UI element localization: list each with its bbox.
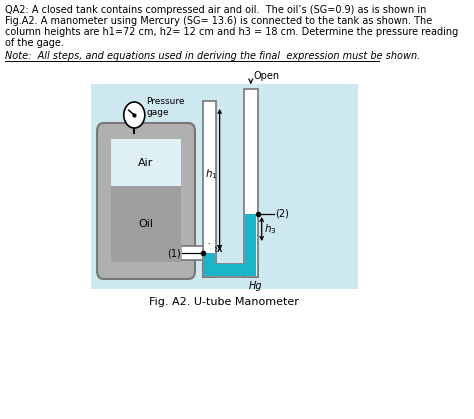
Bar — [245, 91, 256, 214]
Text: Fig.A2. A manometer using Mercury (SG= 13.6) is connected to the tank as shown. : Fig.A2. A manometer using Mercury (SG= 1… — [5, 16, 432, 26]
Text: column heights are h1=72 cm, h2= 12 cm and h3 = 18 cm. Determine the pressure re: column heights are h1=72 cm, h2= 12 cm a… — [5, 27, 458, 37]
Bar — [244, 89, 258, 277]
Bar — [245, 214, 256, 276]
FancyBboxPatch shape — [97, 123, 195, 279]
Bar — [204, 244, 215, 264]
Bar — [203, 264, 258, 277]
Circle shape — [124, 102, 145, 128]
Text: QA2: A closed tank contains compressed air and oil.  The oil’s (SG=0.9) as is sh: QA2: A closed tank contains compressed a… — [5, 5, 426, 15]
Text: $h_2$: $h_2$ — [206, 242, 218, 256]
Text: $h_1$: $h_1$ — [205, 168, 218, 181]
Text: Pressure
gage: Pressure gage — [146, 97, 185, 117]
Text: Air: Air — [138, 158, 154, 168]
Text: $h_3$: $h_3$ — [264, 222, 277, 236]
Bar — [111, 139, 181, 186]
Text: of the gage.: of the gage. — [5, 38, 64, 48]
Bar — [111, 186, 181, 262]
Text: Note:  All steps, and equations used in deriving the final  expression must be s: Note: All steps, and equations used in d… — [5, 51, 420, 61]
Bar — [182, 246, 210, 260]
Text: (2): (2) — [275, 209, 289, 219]
Bar — [91, 84, 357, 289]
Text: Open: Open — [253, 71, 279, 81]
Bar — [203, 101, 217, 277]
Text: Hg: Hg — [249, 281, 263, 291]
Bar — [204, 264, 256, 276]
Text: (1): (1) — [167, 248, 181, 258]
Text: Fig. A2. U-tube Manometer: Fig. A2. U-tube Manometer — [149, 297, 299, 307]
Text: Oil: Oil — [138, 219, 154, 229]
Bar — [204, 244, 215, 253]
